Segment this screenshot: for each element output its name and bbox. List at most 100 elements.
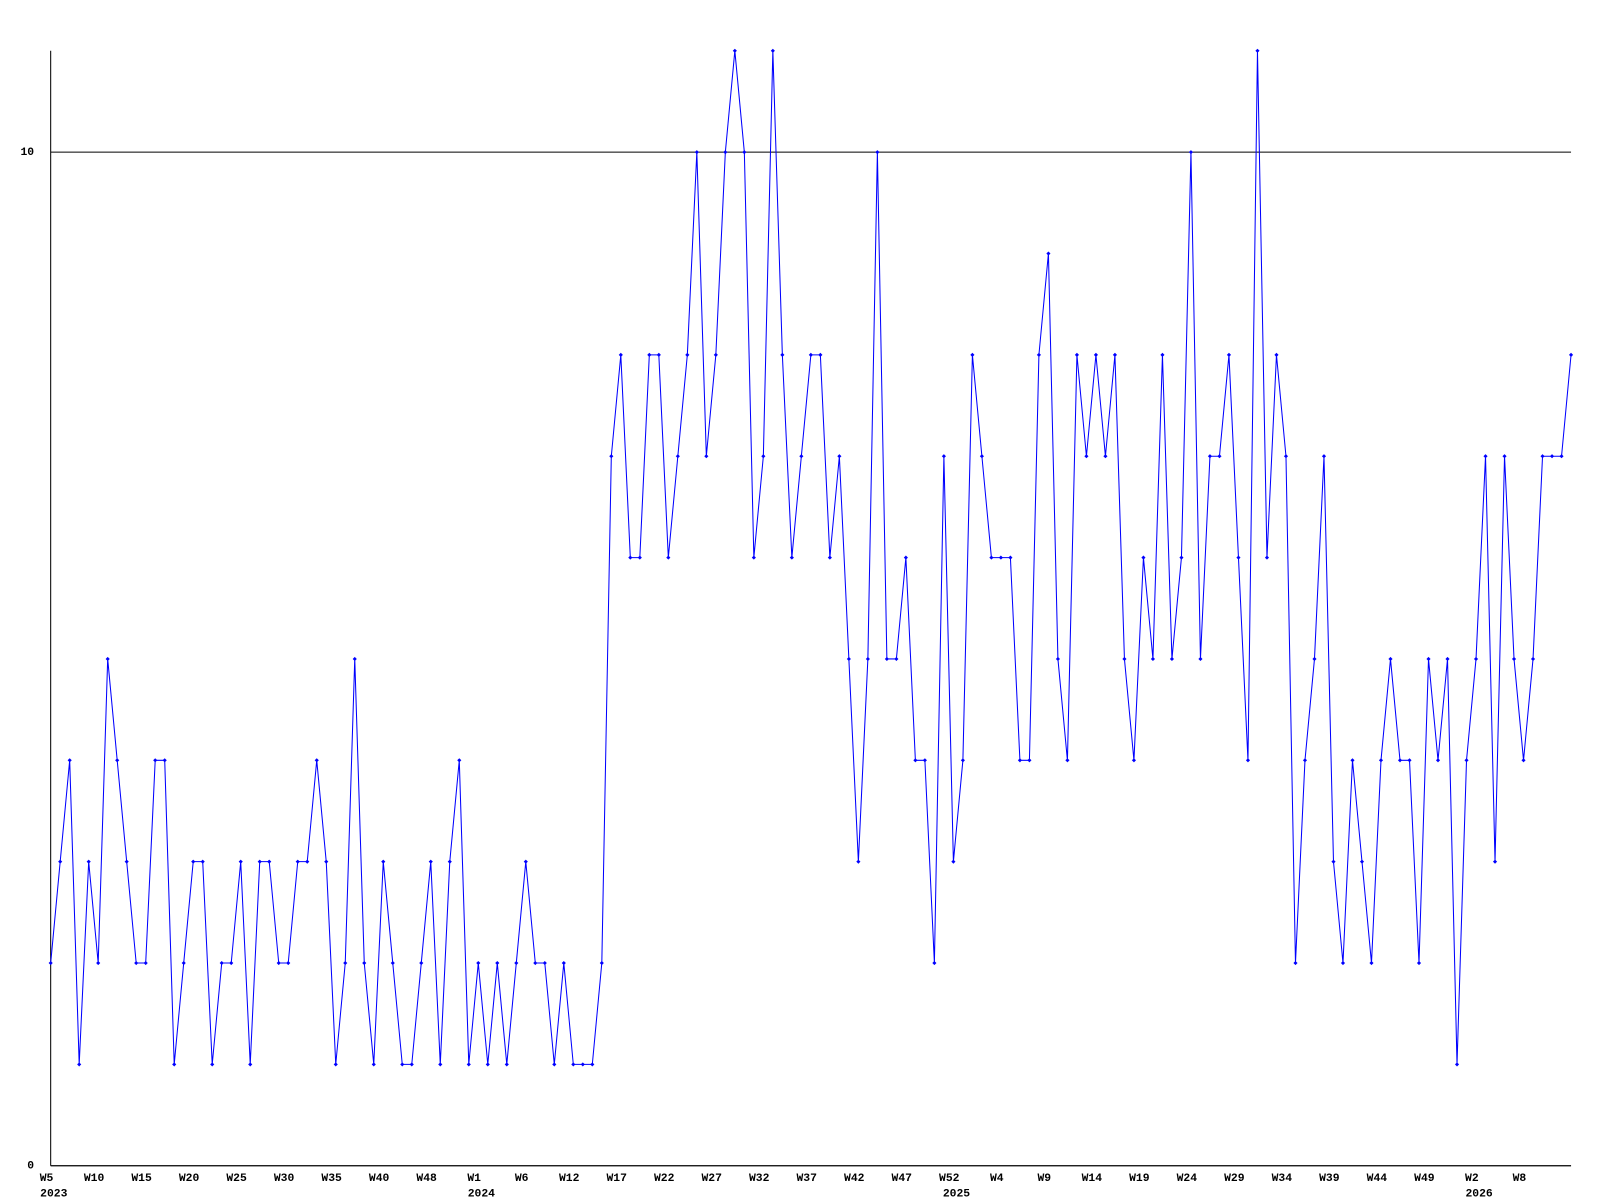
data-point — [1445, 656, 1450, 662]
data-point — [998, 555, 1003, 560]
data-point — [162, 758, 167, 763]
data-point — [371, 1062, 376, 1067]
data-point — [865, 656, 870, 662]
x-tick-label: W48 — [416, 1173, 437, 1185]
y-tick-label: 0 — [27, 1161, 34, 1173]
x-tick-label: W14 — [1082, 1173, 1103, 1185]
data-point — [181, 960, 186, 966]
data-point — [447, 859, 452, 864]
data-point — [523, 859, 528, 864]
x-tick-label: W32 — [749, 1173, 770, 1185]
data-point — [286, 960, 291, 966]
data-point — [1122, 656, 1127, 662]
x-tick-label: W6 — [515, 1173, 529, 1185]
data-point — [742, 150, 747, 155]
data-point — [1454, 1062, 1460, 1067]
data-point — [818, 352, 823, 357]
y-tick-label: 10 — [20, 147, 34, 159]
x-tick-label: W30 — [274, 1173, 295, 1185]
data-point — [827, 555, 832, 560]
data-point — [219, 960, 224, 966]
data-point — [1483, 454, 1488, 459]
data-point — [628, 555, 633, 560]
data-point — [1274, 352, 1279, 357]
data-point — [200, 859, 205, 864]
data-point — [647, 352, 652, 357]
data-point — [438, 1062, 443, 1067]
data-point — [1378, 758, 1384, 763]
data-point — [960, 758, 965, 763]
data-point — [552, 1062, 557, 1067]
data-point — [1359, 859, 1365, 864]
x-tick-label: W42 — [844, 1173, 865, 1185]
data-point — [400, 1062, 405, 1067]
x-tick-label: W4 — [990, 1173, 1004, 1185]
data-point — [67, 758, 72, 763]
data-point — [134, 960, 139, 966]
data-point — [571, 1062, 576, 1067]
x-tick-label: W49 — [1414, 1173, 1435, 1185]
data-point — [808, 352, 813, 357]
data-point — [580, 1062, 585, 1067]
data-point — [257, 859, 262, 864]
data-point — [1112, 352, 1118, 357]
data-point — [419, 960, 424, 966]
data-point — [1293, 960, 1298, 966]
data-point — [732, 48, 737, 53]
data-point — [1530, 656, 1536, 662]
data-point — [1388, 656, 1393, 662]
data-point — [1103, 454, 1108, 459]
data-point — [1169, 656, 1175, 662]
data-point — [884, 656, 889, 662]
data-point — [229, 960, 234, 966]
data-point — [694, 150, 699, 155]
x-tick-label: W12 — [559, 1173, 580, 1185]
data-point — [837, 454, 842, 459]
data-point — [1065, 758, 1070, 763]
data-point — [656, 352, 661, 357]
data-point — [599, 960, 604, 966]
data-point — [1245, 758, 1251, 763]
data-point — [1549, 454, 1555, 459]
data-point — [1027, 758, 1032, 763]
data-point — [941, 454, 946, 459]
data-point — [381, 859, 386, 864]
data-point — [58, 859, 63, 864]
data-point — [932, 960, 937, 966]
data-point — [1255, 48, 1260, 53]
data-point — [362, 960, 367, 966]
data-point — [1150, 656, 1156, 662]
data-point — [1131, 758, 1137, 763]
data-line — [50, 50, 1572, 1065]
data-point — [343, 960, 348, 966]
data-point — [1036, 352, 1041, 357]
data-point — [1046, 251, 1051, 256]
data-point — [609, 454, 614, 459]
x-tick-label: W1 — [467, 1173, 481, 1185]
data-point — [989, 555, 994, 560]
data-point — [618, 352, 623, 357]
x-tick-label: W34 — [1272, 1173, 1293, 1185]
x-year-label: 2023 — [40, 1189, 67, 1200]
data-point — [1464, 758, 1469, 763]
data-point — [248, 1062, 253, 1067]
data-point — [1340, 960, 1346, 966]
x-year-label: 2026 — [1465, 1189, 1492, 1200]
data-point — [542, 960, 547, 966]
x-tick-label: W10 — [84, 1173, 105, 1185]
data-point — [922, 758, 927, 763]
x-tick-label: W37 — [796, 1173, 817, 1185]
data-point — [153, 758, 158, 763]
data-point — [333, 1062, 338, 1067]
data-point — [191, 859, 196, 864]
x-tick-label: W27 — [701, 1173, 722, 1185]
data-point — [1198, 656, 1203, 662]
data-point — [324, 859, 329, 864]
data-point — [305, 859, 310, 864]
data-point — [314, 758, 319, 763]
x-tick-label: W29 — [1224, 1173, 1245, 1185]
data-point — [846, 656, 851, 662]
data-point — [1141, 555, 1146, 560]
data-point — [1540, 454, 1545, 459]
data-point — [1521, 758, 1526, 763]
